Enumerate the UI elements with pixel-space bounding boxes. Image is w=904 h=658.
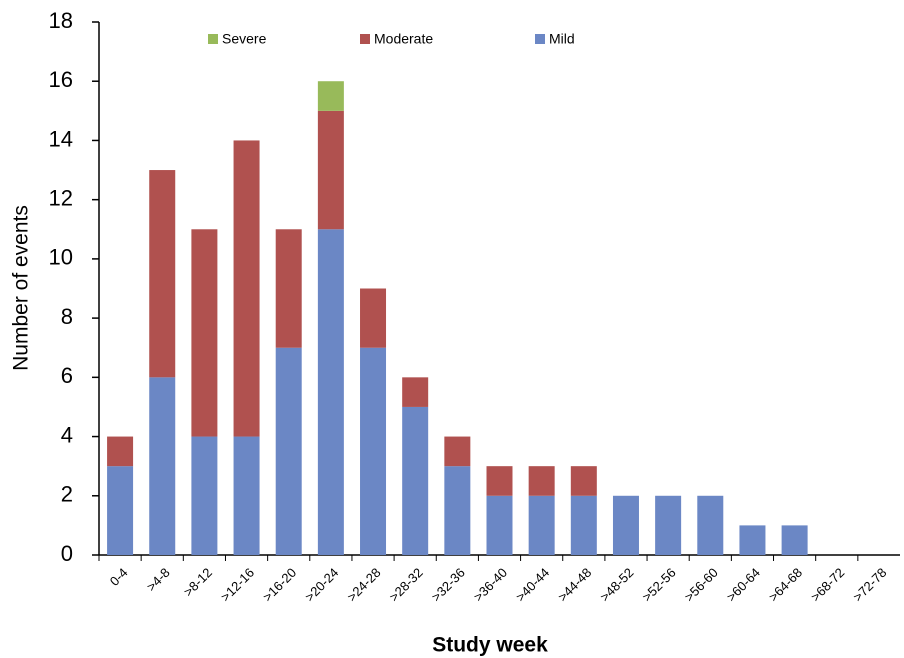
x-tick-label: >68-72: [808, 565, 847, 604]
bar-segment: [486, 466, 513, 496]
bar-segment: [191, 229, 218, 437]
legend-label: Mild: [549, 31, 575, 47]
bar-segment: [149, 377, 176, 555]
x-tick-label: >64-68: [766, 565, 805, 604]
bar-segment: [486, 495, 513, 555]
bar-segment: [697, 495, 724, 555]
y-tick-label: 8: [61, 304, 73, 329]
bar-segment: [444, 436, 471, 467]
bar-segment: [317, 81, 344, 111]
x-tick-label: >32-36: [428, 565, 467, 604]
x-tick-label: >48-52: [597, 565, 636, 604]
bar-segment: [655, 495, 682, 555]
y-tick-label: 18: [49, 8, 73, 33]
bar-segment: [360, 347, 387, 555]
x-tick-label: >8-12: [181, 565, 215, 599]
x-tick-label: >20-24: [302, 565, 341, 604]
bar-segment: [444, 466, 471, 555]
x-tick-label: >16-20: [260, 565, 299, 604]
y-tick-label: 10: [49, 245, 73, 270]
bar-segment: [781, 525, 808, 555]
bar-segment: [739, 525, 766, 555]
x-tick-label: >60-64: [724, 565, 763, 604]
x-tick-label: >36-40: [471, 565, 510, 604]
legend-label: Severe: [222, 31, 267, 47]
y-tick-label: 0: [61, 541, 73, 566]
bar-segment: [233, 140, 260, 437]
y-tick-label: 12: [49, 185, 73, 210]
x-tick-label: >52-56: [639, 565, 678, 604]
bar-segment: [191, 436, 218, 555]
bar-segment: [402, 406, 429, 555]
x-axis-title: Study week: [432, 634, 548, 657]
bar-segment: [402, 377, 429, 407]
bar-segment: [528, 466, 555, 496]
bar-segment: [275, 229, 302, 348]
bar-segment: [612, 495, 639, 555]
x-tick-label: >72-78: [850, 565, 889, 604]
bar-segment: [528, 495, 555, 555]
legend-swatch: [208, 34, 218, 44]
y-tick-label: 2: [61, 482, 73, 507]
x-tick-label: >44-48: [555, 565, 594, 604]
y-axis-title: Number of events: [10, 205, 33, 371]
y-tick-label: 6: [61, 363, 73, 388]
bar-segment: [317, 229, 344, 555]
bar-segment: [149, 170, 176, 378]
x-tick-label: >40-44: [513, 565, 552, 604]
x-tick-label: >12-16: [218, 565, 257, 604]
legend-swatch: [360, 34, 370, 44]
x-tick-label: >28-32: [386, 565, 425, 604]
bar-segment: [275, 347, 302, 555]
bar-segment: [107, 466, 134, 555]
bar-segment: [317, 110, 344, 230]
y-tick-label: 14: [49, 126, 73, 151]
legend-swatch: [535, 34, 545, 44]
x-tick-label: >24-28: [344, 565, 383, 604]
y-tick-label: 16: [49, 67, 73, 92]
y-tick-label: 4: [61, 422, 73, 447]
x-tick-label: 0-4: [107, 565, 131, 589]
x-tick-label: >4-8: [144, 565, 173, 594]
x-tick-label: >56-60: [681, 565, 720, 604]
bar-segment: [360, 288, 387, 348]
bar-segment: [107, 436, 134, 467]
bar-segment: [570, 495, 597, 555]
legend-label: Moderate: [374, 31, 433, 47]
bar-segment: [233, 436, 260, 555]
bar-segment: [570, 466, 597, 496]
